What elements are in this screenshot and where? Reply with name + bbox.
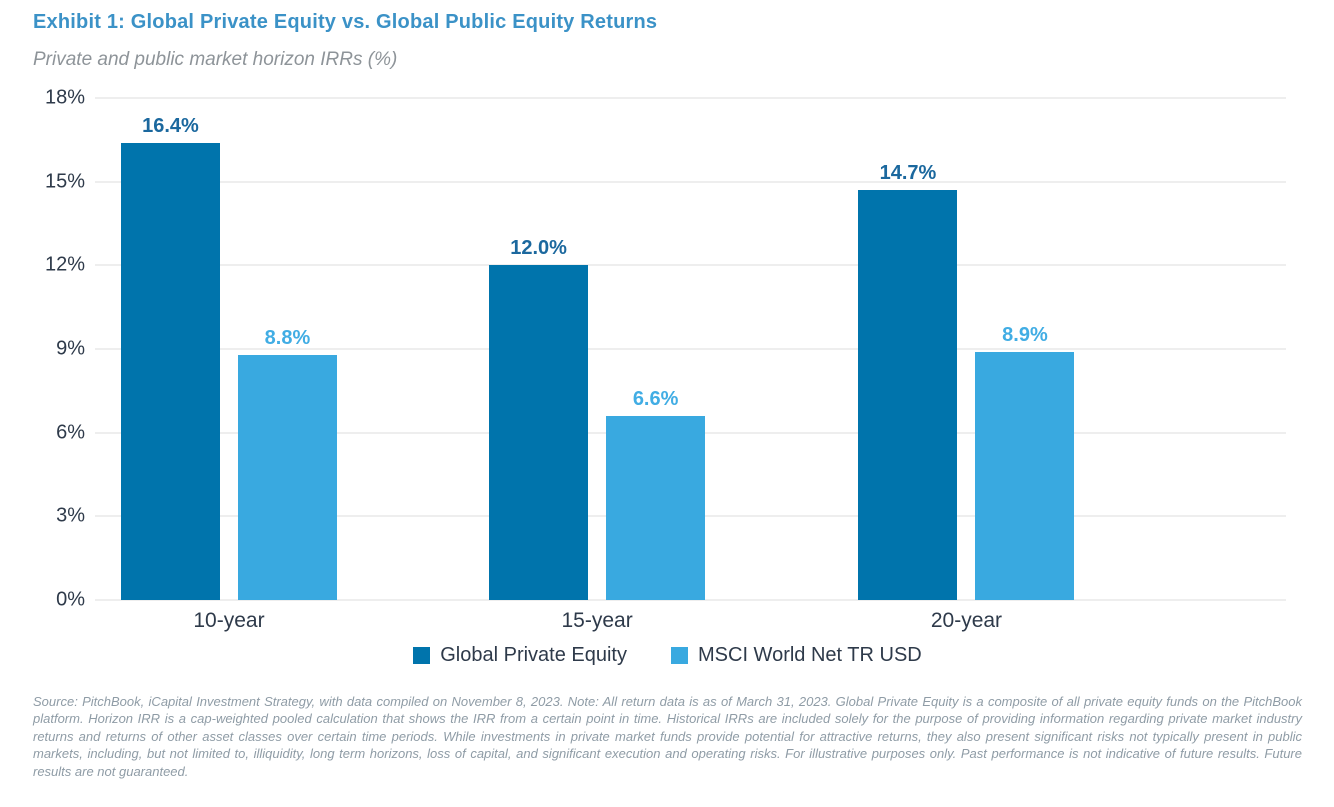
bar-msci-world-net-tr-usd: [237, 354, 337, 600]
bar-msci-world-net-tr-usd: [606, 415, 706, 600]
plot-area: 10-year 15-year 20-year 16.4% 8.8% 12.0% 6.6%…: [95, 97, 1302, 632]
legend-label: MSCI World Net TR USD: [698, 644, 922, 666]
bar-col: 8.8%: [237, 98, 337, 600]
legend-item-msci-world-net-tr-usd: MSCI World Net TR USD: [671, 644, 922, 667]
bar-value-label: 16.4%: [142, 114, 199, 137]
bar-col: 8.9%: [975, 98, 1075, 600]
x-axis-label: 10-year: [193, 609, 265, 632]
y-axis-label: 15%: [44, 170, 85, 193]
gridline: [95, 348, 1286, 350]
bar-group-20-year: 14.7% 8.9%: [858, 98, 1075, 600]
y-axis-label: 18%: [44, 86, 85, 109]
gridline: [95, 97, 1286, 99]
gridline: [95, 264, 1286, 266]
bar-msci-world-net-tr-usd: [975, 351, 1075, 600]
bar-chart: 0% 3% 6% 9% 12% 15% 18% 10-year 15-year 20-year …: [33, 87, 1302, 667]
y-axis-label: 9%: [56, 337, 85, 360]
bar-group-15-year: 12.0% 6.6%: [489, 98, 706, 600]
y-axis-label: 6%: [56, 421, 85, 444]
y-axis-label: 12%: [44, 253, 85, 276]
bar-global-private-equity: [120, 142, 220, 600]
bar-value-label: 8.9%: [1002, 323, 1048, 346]
gridline: [95, 181, 1286, 183]
bar-global-private-equity: [858, 190, 958, 600]
bar-value-label: 8.8%: [264, 326, 311, 349]
legend-item-global-private-equity: Global Private Equity: [413, 644, 627, 667]
legend-swatch: [413, 647, 431, 664]
bar-global-private-equity: [489, 265, 589, 600]
chart-legend: Global Private Equity MSCI World Net TR U…: [33, 644, 1302, 667]
bar-group-10-year: 16.4% 8.8%: [120, 98, 337, 600]
gridline: [95, 599, 1286, 601]
bar-value-label: 12.0%: [510, 237, 567, 260]
source-note: Source: PitchBook, iCapital Investment S…: [33, 694, 1302, 779]
x-axis-label: 20-year: [930, 609, 1003, 632]
legend-label: Global Private Equity: [440, 644, 627, 666]
y-axis-label: 3%: [56, 504, 85, 527]
y-axis: 0% 3% 6% 9% 12% 15% 18%: [33, 87, 95, 611]
chart-body: 0% 3% 6% 9% 12% 15% 18% 10-year 15-year 20-year …: [33, 87, 1302, 632]
bar-col: 6.6%: [606, 98, 706, 600]
exhibit-subtitle: Private and public market horizon IRRs (…: [33, 49, 398, 70]
bar-value-label: 14.7%: [879, 162, 937, 185]
bar-col: 16.4%: [120, 98, 220, 600]
y-axis-label: 0%: [56, 588, 85, 611]
bar-col: 12.0%: [489, 98, 589, 600]
x-axis-label: 15-year: [561, 609, 633, 632]
bar-value-label: 6.6%: [632, 387, 679, 410]
x-axis: 10-year 15-year 20-year: [95, 600, 1302, 636]
exhibit-title: Exhibit 1: Global Private Equity vs. Glo…: [33, 11, 658, 33]
bar-col: 14.7%: [858, 98, 958, 600]
legend-swatch: [671, 647, 688, 664]
